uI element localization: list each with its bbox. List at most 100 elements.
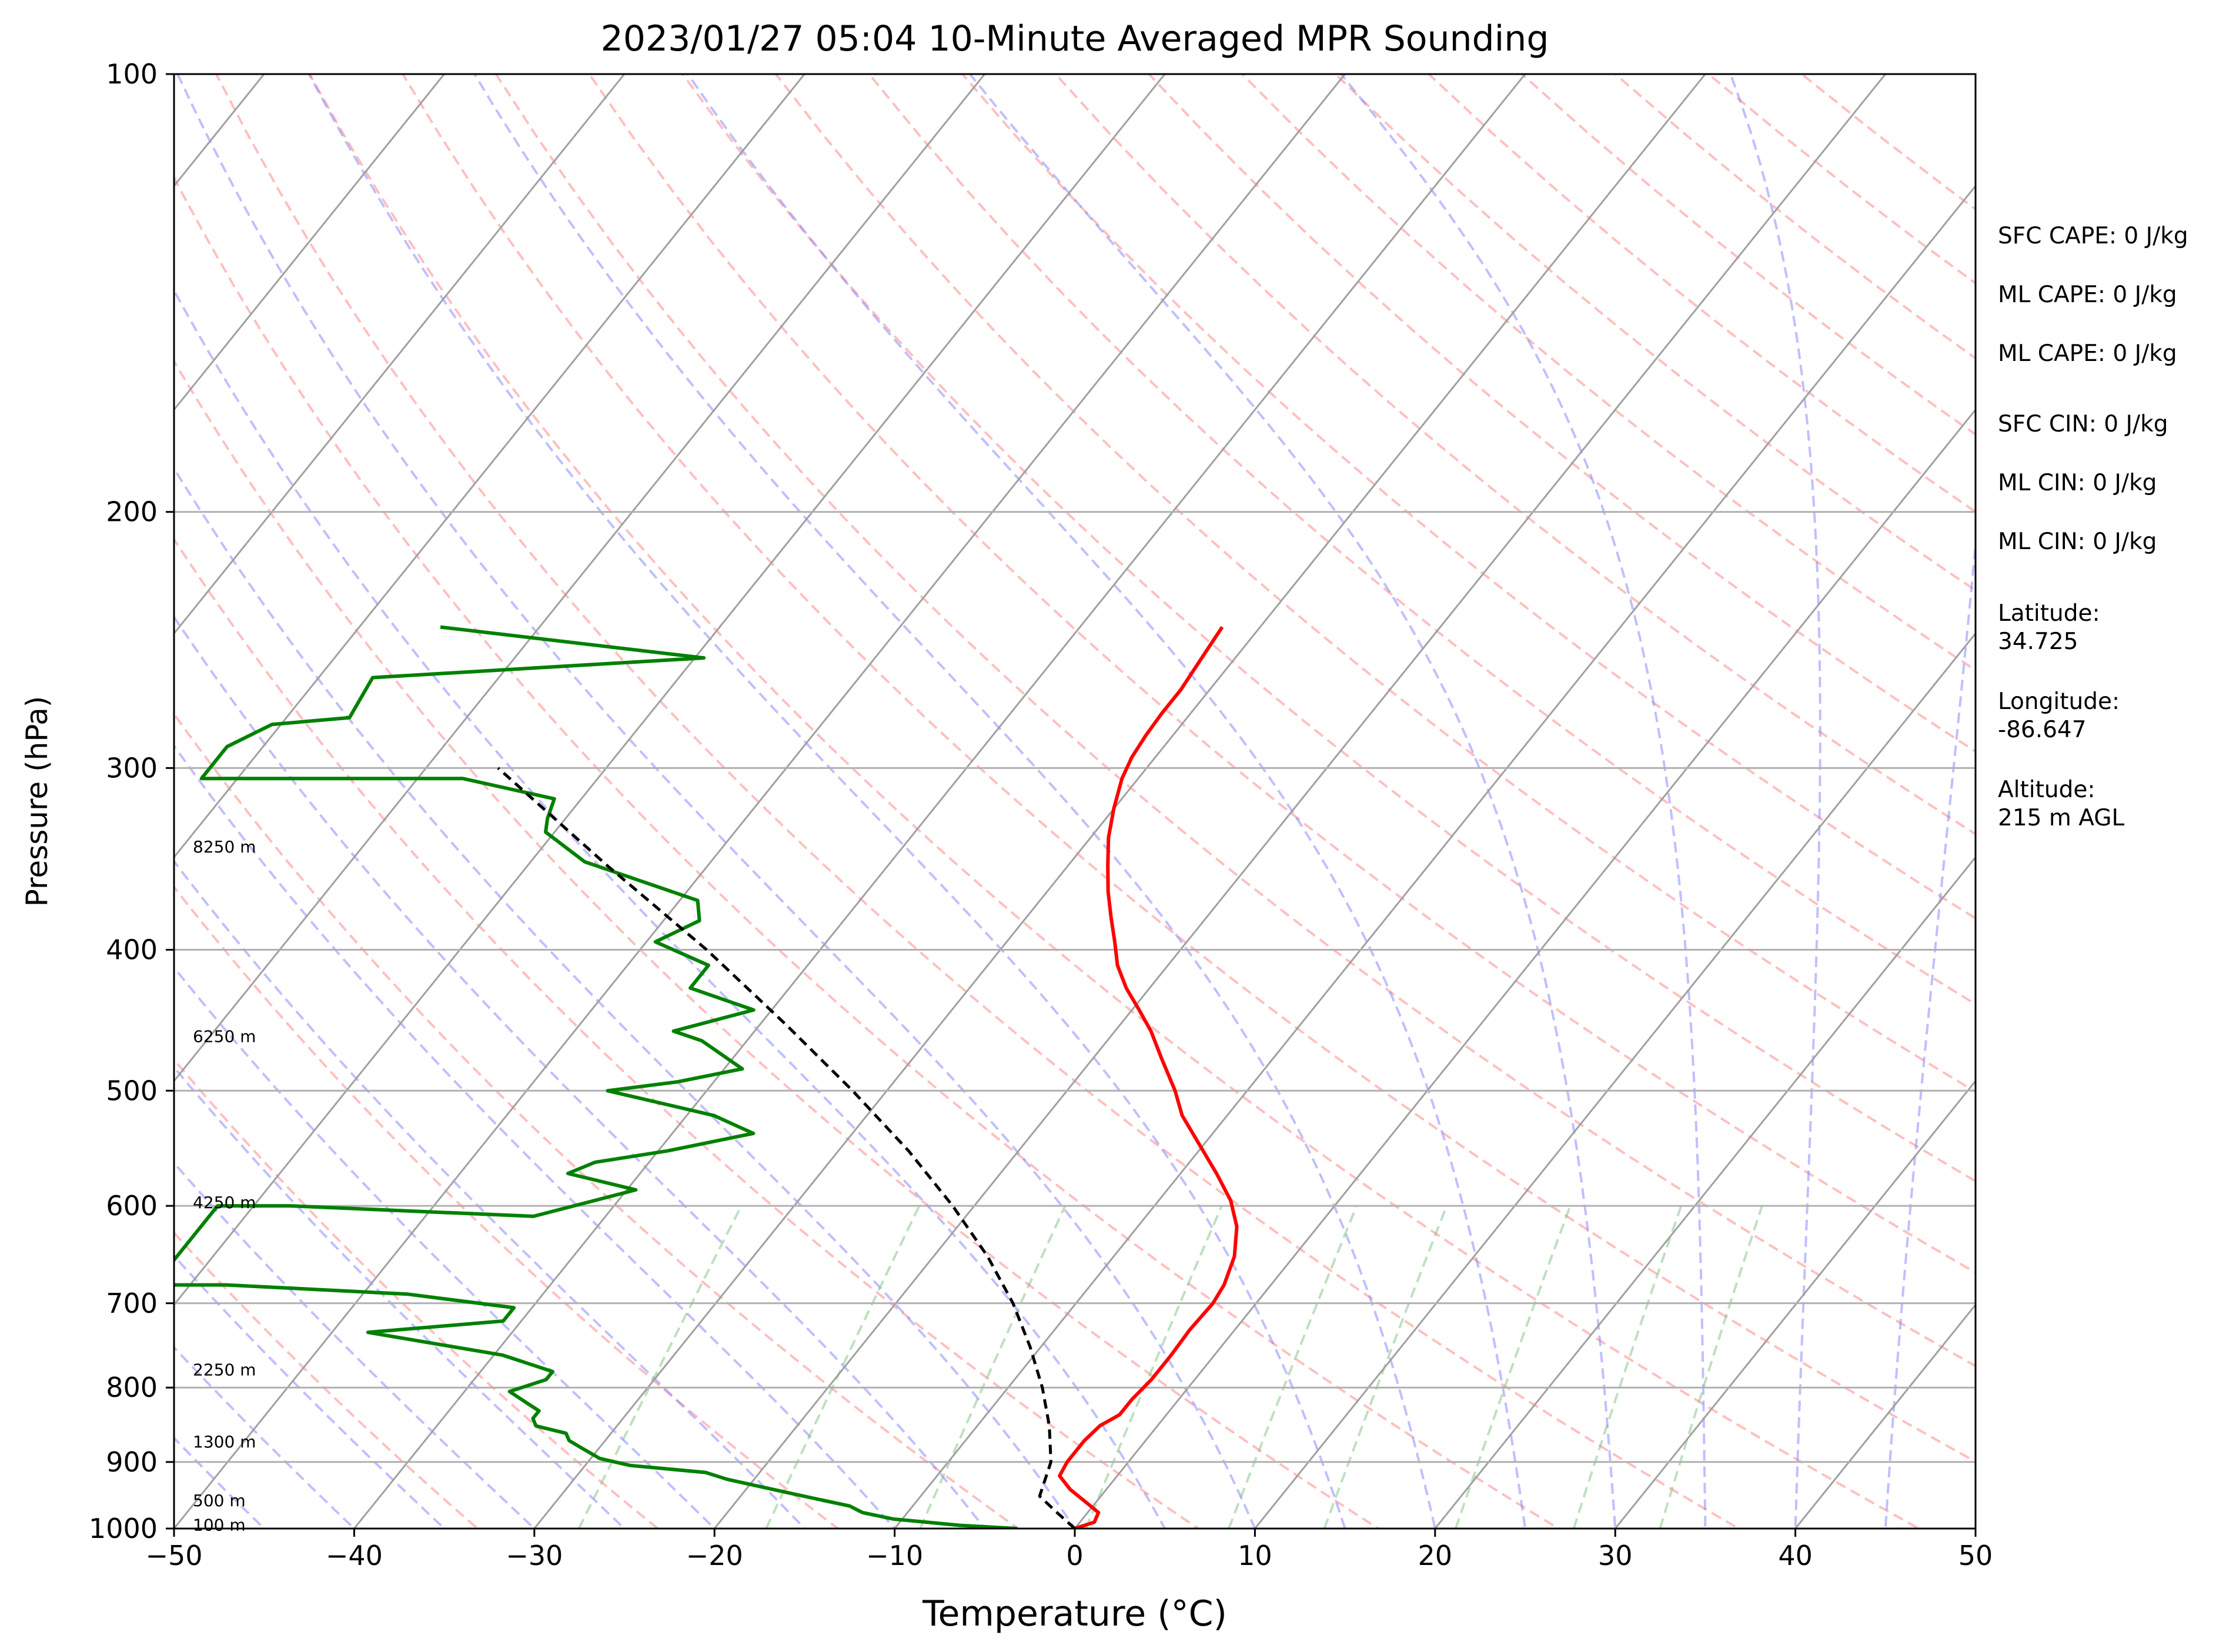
moist-adiabat [1339, 74, 1707, 1529]
dry-adiabat [215, 74, 1742, 1529]
background-lines [174, 74, 1976, 1529]
dry-adiabat [174, 175, 1561, 1529]
dry-adiabat [174, 537, 1201, 1529]
x-tick-label: −50 [145, 1540, 202, 1571]
moist-adiabat [174, 615, 987, 1529]
chart-title: 2023/01/27 05:04 10-Minute Averaged MPR … [601, 18, 1549, 59]
moist-adiabat [174, 744, 897, 1529]
moist-adiabat [1729, 74, 1821, 1529]
dry-adiabat [402, 74, 1976, 1463]
parcel-path-line [497, 767, 1076, 1529]
isotherm [894, 184, 1976, 1529]
isotherm [174, 74, 1346, 1529]
isobar-gridlines [174, 74, 1976, 1529]
x-tick-label: −30 [506, 1540, 563, 1571]
annotation-2: ML CAPE: 0 J/kg [1998, 282, 2177, 308]
moist-adiabat [308, 74, 1346, 1529]
height-annotations: 100 m 500 m 1300 m 2250 m 4250 m 6250 m 8250 m [193, 837, 256, 1535]
dry-adiabat [961, 74, 1976, 920]
moist-adiabat [174, 1345, 356, 1529]
moist-adiabat [174, 466, 1077, 1529]
x-tick-label: 40 [1778, 1540, 1813, 1571]
mixing-ratio-line [577, 1205, 743, 1529]
height-label: 2250 m [193, 1360, 256, 1379]
y-tick-label: 200 [106, 496, 158, 528]
isotherm [714, 74, 1886, 1529]
y-tick-label: 300 [106, 752, 158, 784]
annotation-7: Latitude: 34.725 [1998, 600, 2100, 655]
moist-adiabat [968, 74, 1617, 1529]
y-tick-label: 700 [106, 1288, 158, 1319]
isotherm [174, 74, 805, 859]
dry-adiabat [868, 74, 1976, 1006]
moist-adiabat [174, 1065, 626, 1529]
mixing-ratio-line [1454, 1205, 1572, 1529]
mixing-ratio-line [765, 1205, 921, 1529]
moist-adiabat [686, 74, 1527, 1529]
dry-adiabat [588, 74, 1976, 1274]
x-tick-label: −20 [686, 1540, 743, 1571]
x-tick-label: 10 [1238, 1540, 1272, 1571]
mixing-ratio-line [1659, 1205, 1763, 1529]
y-axis-label: Pressure (hPa) [20, 696, 54, 907]
x-tick-label: 50 [1958, 1540, 1993, 1571]
height-label: 8250 m [193, 837, 256, 857]
height-label: 500 m [193, 1491, 246, 1510]
moist-adiabat [176, 74, 1256, 1529]
x-tick-label: 20 [1418, 1540, 1453, 1571]
isotherm [533, 74, 1706, 1529]
y-tick-label: 500 [106, 1075, 158, 1106]
isotherm [1074, 408, 1976, 1529]
x-tick-label: 30 [1598, 1540, 1633, 1571]
y-tick-label: 600 [106, 1190, 158, 1222]
y-tick-label: 400 [106, 934, 158, 965]
moist-adiabat [174, 859, 807, 1529]
dry-adiabat [174, 885, 840, 1529]
dry-adiabat [174, 1058, 660, 1529]
mixing-ratio-line [1228, 1205, 1358, 1529]
isotherm [1615, 1079, 1976, 1529]
moist-adiabat [1884, 532, 1976, 1529]
y-axis-ticks: 1000 900 800 700 600 500 400 300 200 100 [89, 58, 174, 1544]
annotation-3: ML CAPE: 0 J/kg [1998, 340, 2177, 367]
isotherm [174, 74, 985, 1083]
height-label: 4250 m [193, 1193, 256, 1212]
annotation-1: SFC CAPE: 0 J/kg [1998, 223, 2188, 249]
mixing-ratio-line [1084, 1205, 1223, 1529]
dry-adiabat [774, 74, 1976, 1093]
annotation-9: Altitude: 215 m AGL [1998, 777, 2125, 831]
isotherm [1254, 632, 1976, 1529]
height-label: 100 m [193, 1516, 246, 1535]
dry-adiabat [174, 712, 1020, 1529]
dewpoint-line [174, 625, 1018, 1529]
y-tick-label: 100 [106, 58, 158, 90]
x-axis-ticks: −50 −40 −30 −20 −10 0 10 20 30 40 50 [145, 1529, 1993, 1571]
dry-adiabat [681, 74, 1976, 1183]
moist-adiabat [174, 288, 1167, 1529]
dry-adiabat [308, 74, 1921, 1529]
annotation-6: ML CIN: 0 J/kg [1998, 529, 2157, 555]
data-series [174, 625, 1239, 1529]
temperature-line [1058, 626, 1239, 1529]
annotation-5: ML CIN: 0 J/kg [1998, 470, 2157, 496]
height-label: 1300 m [193, 1432, 256, 1452]
moist-adiabat [174, 965, 717, 1529]
x-tick-label: 0 [1066, 1540, 1083, 1571]
height-label: 6250 m [193, 1026, 256, 1046]
moist-adiabat [174, 1254, 446, 1529]
y-tick-label: 1000 [89, 1513, 158, 1544]
annotation-8: Longitude: -86.647 [1998, 688, 2120, 743]
dry-adiabat [174, 1231, 480, 1529]
isotherm [174, 74, 445, 412]
moist-adiabat [473, 74, 1436, 1529]
dry-adiabat [494, 74, 1976, 1367]
x-axis-label: Temperature (°C) [922, 1593, 1227, 1634]
y-tick-label: 900 [106, 1446, 158, 1478]
moist-adiabat [174, 1161, 536, 1529]
plot-frame [173, 73, 1977, 1530]
annotation-4: SFC CIN: 0 J/kg [1998, 411, 2168, 437]
isotherm [1434, 855, 1976, 1529]
isotherm [174, 74, 626, 635]
dry-adiabat [174, 359, 1381, 1529]
